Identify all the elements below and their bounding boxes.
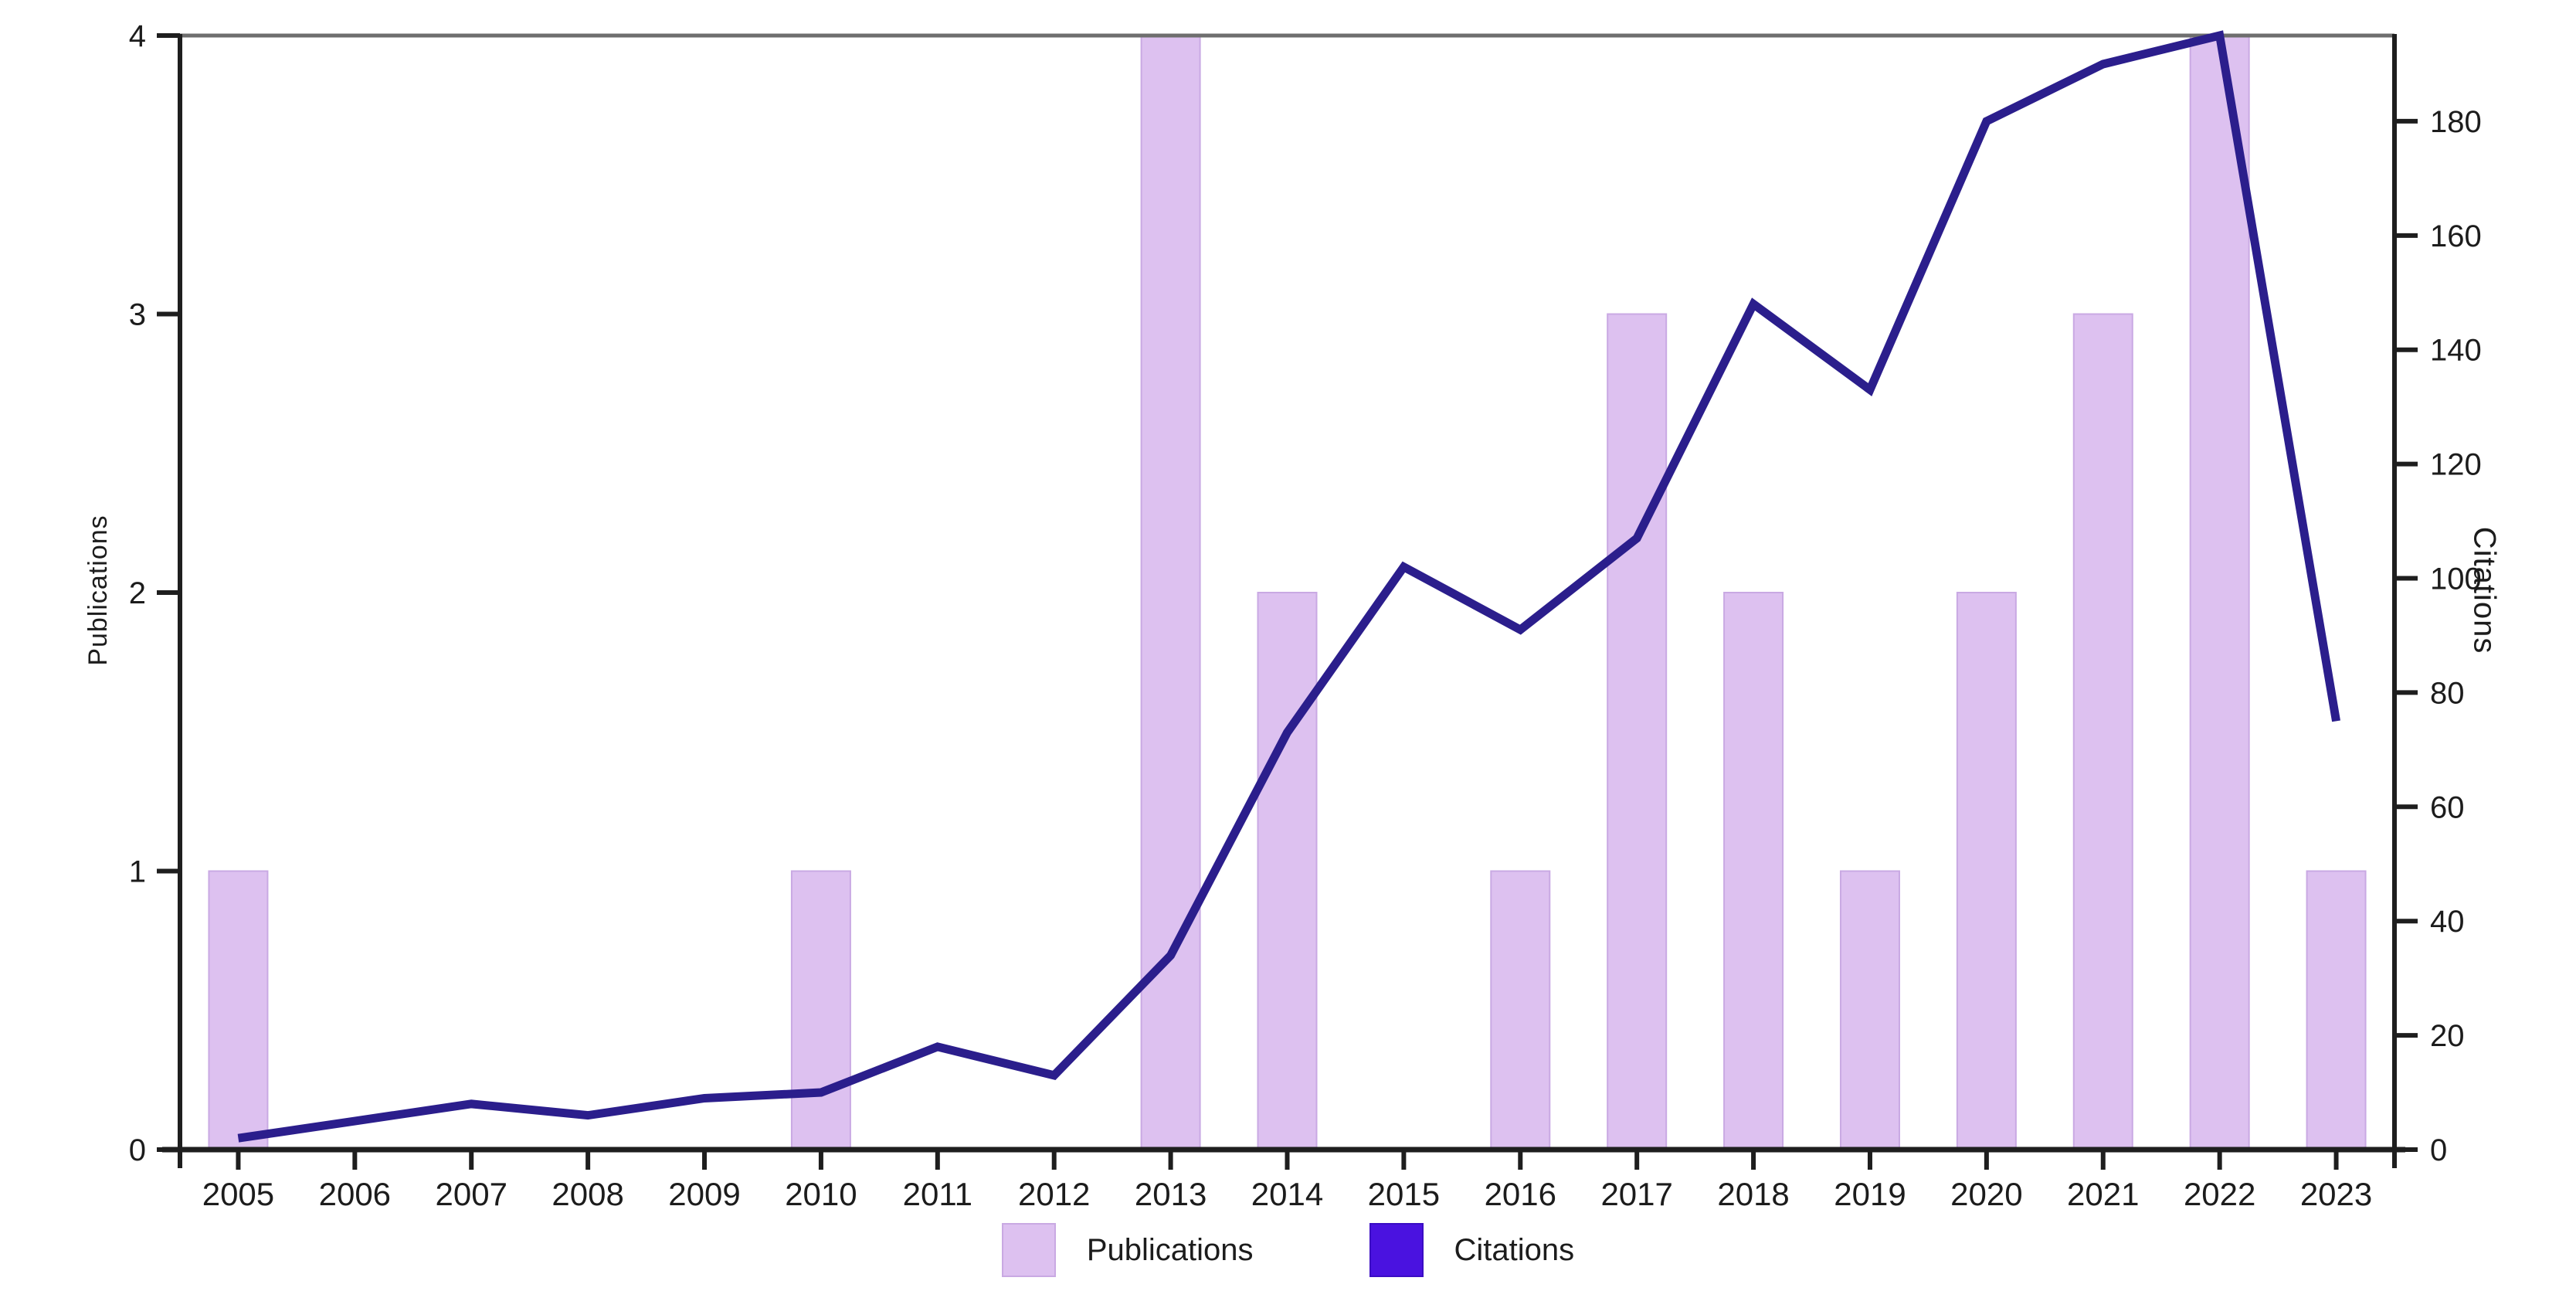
publications-bar-2018 [1723, 592, 1784, 1150]
legend-item-publications: Publications [1001, 1223, 1254, 1277]
right-tick-label-160: 160 [2430, 219, 2482, 253]
publications-bar-2020 [1956, 592, 2017, 1150]
x-tick-label-2020: 2020 [1950, 1176, 2022, 1212]
x-tick-label-2016: 2016 [1485, 1176, 1556, 1212]
x-tick-label-2007: 2007 [436, 1176, 507, 1212]
x-tick-label-2022: 2022 [2184, 1176, 2255, 1212]
publications-bar-2016 [1490, 870, 1551, 1150]
legend-label-publications: Publications [1086, 1232, 1254, 1267]
publications-bar-2017 [1607, 313, 1668, 1150]
x-tick-label-2023: 2023 [2300, 1176, 2372, 1212]
publications-bar-2010 [790, 870, 851, 1150]
x-tick-label-2021: 2021 [2067, 1176, 2139, 1212]
left-axis-title: Publications [83, 515, 113, 666]
legend-item-citations: Citations [1369, 1223, 1575, 1277]
right-tick-label-100: 100 [2430, 562, 2482, 596]
citations-swatch-icon [1369, 1223, 1424, 1277]
x-tick-label-2012: 2012 [1018, 1176, 1090, 1212]
x-tick-label-2010: 2010 [785, 1176, 857, 1212]
publications-bar-2022 [2189, 35, 2250, 1150]
right-tick-label-40: 40 [2430, 905, 2465, 939]
right-tick-label-80: 80 [2430, 676, 2465, 710]
x-tick-label-2005: 2005 [202, 1176, 274, 1212]
left-tick-label-4: 4 [129, 19, 146, 53]
x-tick-label-2008: 2008 [552, 1176, 623, 1212]
right-tick-label-60: 60 [2430, 790, 2465, 824]
x-tick-label-2013: 2013 [1135, 1176, 1207, 1212]
publications-bar-2014 [1257, 592, 1318, 1150]
right-tick-label-20: 20 [2430, 1019, 2465, 1053]
legend-label-citations: Citations [1454, 1232, 1575, 1267]
left-tick-label-1: 1 [129, 855, 146, 889]
chart-legend: Publications Citations [0, 1223, 2576, 1277]
publications-bar-2021 [2072, 313, 2133, 1150]
x-tick-label-2009: 2009 [668, 1176, 740, 1212]
citations-line [237, 30, 2340, 1143]
publications-swatch-icon [1001, 1223, 1056, 1277]
publications-bar-2013 [1140, 35, 1201, 1150]
publications-bar-2023 [2306, 870, 2367, 1150]
right-tick-label-140: 140 [2430, 334, 2482, 368]
right-tick-label-180: 180 [2430, 105, 2482, 139]
right-tick-label-0: 0 [2430, 1133, 2447, 1167]
publications-bar-2005 [208, 870, 269, 1150]
left-tick-label-3: 3 [129, 298, 146, 332]
right-tick-label-120: 120 [2430, 448, 2482, 482]
right-axis-title: Citations [2468, 526, 2503, 654]
x-tick-label-2006: 2006 [319, 1176, 391, 1212]
x-tick-label-2019: 2019 [1834, 1176, 1906, 1212]
x-tick-label-2017: 2017 [1600, 1176, 1672, 1212]
publications-bar-2019 [1839, 870, 1900, 1150]
left-tick-label-0: 0 [129, 1133, 146, 1167]
x-tick-label-2015: 2015 [1368, 1176, 1440, 1212]
x-tick-label-2011: 2011 [903, 1176, 972, 1212]
x-tick-label-2014: 2014 [1251, 1176, 1323, 1212]
x-tick-label-2018: 2018 [1717, 1176, 1789, 1212]
left-tick-label-2: 2 [129, 576, 146, 610]
